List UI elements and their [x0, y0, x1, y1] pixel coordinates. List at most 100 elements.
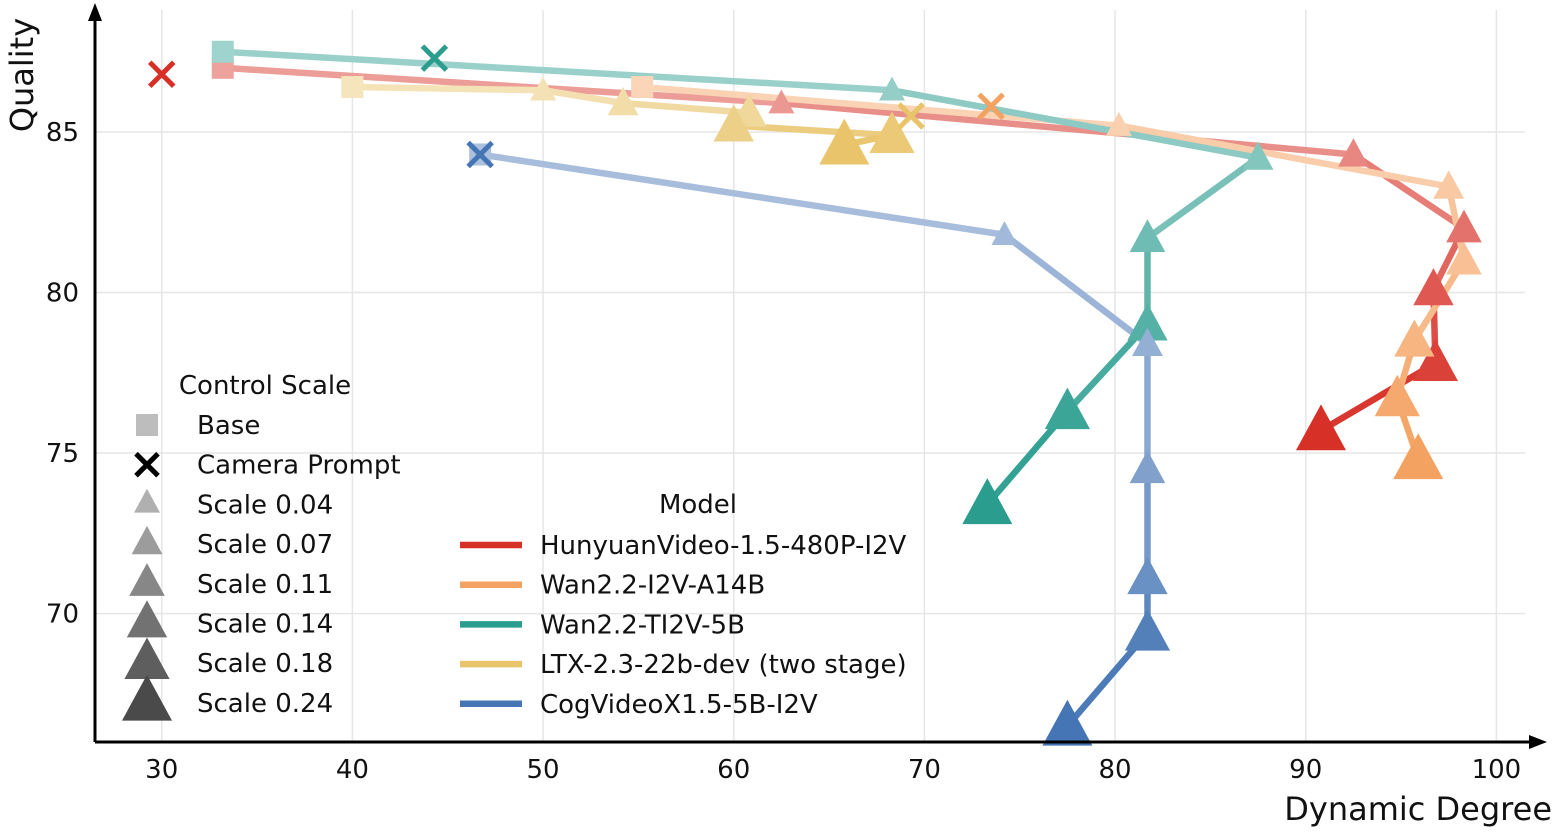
series-segment-2 — [219, 48, 896, 94]
series-0-triangle-marker — [1412, 339, 1458, 381]
marker-legend-label: Scale 0.14 — [197, 610, 333, 640]
series-0-triangle-marker — [1413, 268, 1454, 306]
x-tick-label: 30 — [145, 755, 178, 785]
series-3-triangle-marker — [713, 104, 754, 142]
marker-legend-label: Scale 0.18 — [197, 649, 333, 679]
legend-triangle-icon — [124, 637, 170, 679]
series-markers — [147, 40, 1482, 746]
marker-legend-label: Scale 0.07 — [197, 530, 333, 560]
series-2-triangle-marker — [962, 478, 1013, 525]
y-tick-label: 70 — [46, 600, 79, 630]
axes — [88, 3, 1547, 749]
series-segment-4 — [1001, 231, 1151, 348]
series-segment-0 — [778, 99, 1357, 158]
x-tick-label: 100 — [1472, 755, 1522, 785]
cross-stroke — [466, 140, 494, 169]
cross-stroke — [897, 102, 925, 130]
series-1-triangle-marker — [1105, 111, 1132, 136]
series-2-triangle-marker — [878, 76, 905, 101]
x-tick-label: 50 — [527, 755, 560, 785]
model-legend-title: Model — [659, 490, 737, 520]
legend-triangle-icon — [134, 488, 160, 513]
model-legend-label: Wan2.2-I2V-A14B — [540, 571, 765, 601]
marker-legend-label: Scale 0.04 — [197, 490, 333, 520]
marker-legend-title: Control Scale — [179, 371, 351, 401]
y-axis-arrow-icon — [88, 3, 102, 21]
series-4-triangle-marker — [1129, 450, 1166, 484]
series-0-triangle-marker — [1295, 404, 1346, 451]
series-segment-0 — [219, 64, 785, 107]
series-segment-0 — [1350, 151, 1468, 232]
y-axis-title: Quality — [3, 18, 41, 132]
series-0-triangle-marker — [1446, 209, 1482, 243]
series-4-triangle-marker — [1042, 699, 1093, 746]
model-legend-label: HunyuanVideo-1.5-480P-I2V — [540, 531, 907, 561]
legend-square-icon — [136, 414, 158, 436]
series-2-triangle-marker — [1242, 141, 1274, 170]
y-tick-label: 85 — [46, 118, 79, 148]
x-tick-label: 70 — [908, 755, 941, 785]
model-legend-label: Wan2.2-TI2V-5B — [540, 610, 745, 640]
x-tick-label: 80 — [1099, 755, 1132, 785]
legend-triangle-icon — [131, 525, 163, 555]
x-tick-label: 60 — [717, 755, 750, 785]
series-1-camera-prompt-marker — [977, 92, 1005, 121]
series-3-triangle-marker — [819, 118, 870, 165]
marker-legend-label: Scale 0.11 — [197, 570, 333, 600]
series-4-triangle-marker — [991, 221, 1018, 245]
model-legend-label: LTX-2.3-22b-dev (two stage) — [540, 650, 907, 680]
cross-stroke — [420, 44, 449, 72]
series-1-triangle-marker — [1374, 374, 1420, 417]
x-axis-title: Dynamic Degree — [1284, 790, 1552, 828]
series-0-triangle-marker — [768, 89, 795, 114]
series-4-triangle-marker — [1127, 557, 1168, 595]
series-1-triangle-marker — [1393, 433, 1444, 480]
series-segment-3 — [730, 122, 896, 139]
series-2-base-marker — [211, 40, 234, 63]
series-1-base-marker — [631, 76, 654, 99]
series-3-base-marker — [341, 76, 364, 99]
model-legend: Model HunyuanVideo-1.5-480P-I2V Wan2.2-I2… — [460, 490, 907, 720]
cross-stroke — [147, 60, 176, 88]
x-tick-label: 90 — [1289, 755, 1322, 785]
series-4-triangle-marker — [1132, 327, 1163, 357]
x-axis-arrow-icon — [1529, 735, 1547, 749]
y-tick-label: 80 — [46, 279, 79, 309]
x-tick-label: 40 — [336, 755, 369, 785]
marker-legend-label: Scale 0.24 — [197, 689, 333, 719]
cross-stroke — [134, 451, 160, 478]
series-3-triangle-marker — [869, 111, 915, 154]
series-3-camera-prompt-marker — [897, 102, 925, 130]
series-segment-1 — [1115, 122, 1452, 190]
legend-triangle-icon — [126, 600, 168, 638]
series-4-triangle-marker — [1124, 609, 1171, 651]
tick-labels: 30 40 50 60 70 80 90 100 70 75 80 85 — [46, 118, 1521, 785]
legend-triangle-icon — [129, 563, 165, 596]
series-0-triangle-marker — [1338, 138, 1369, 167]
y-tick-label: 75 — [46, 439, 79, 469]
series-segment-3 — [619, 99, 753, 116]
series-3-triangle-marker — [607, 86, 639, 116]
legend-triangle-icon — [122, 674, 172, 721]
series-2-triangle-marker — [1129, 219, 1166, 252]
series-3-triangle-marker — [530, 76, 557, 101]
series-segment-2 — [888, 87, 1262, 161]
marker-legend-label: Camera Prompt — [197, 451, 401, 481]
legend-cross-icon — [134, 451, 160, 478]
series-segment-3 — [539, 87, 627, 107]
series-segment-3 — [349, 83, 547, 94]
series-1-triangle-marker — [1433, 170, 1465, 199]
model-legend-label: CogVideoX1.5-5B-I2V — [540, 690, 818, 720]
series-segment-0 — [1317, 359, 1439, 434]
series-0-camera-prompt-marker — [147, 60, 176, 88]
series-1-triangle-marker — [1394, 319, 1435, 357]
series-2-camera-prompt-marker — [420, 44, 449, 72]
cross-stroke — [977, 92, 1005, 121]
marker-legend-label: Base — [197, 411, 260, 441]
series-2-triangle-marker — [1044, 387, 1090, 430]
series-segment-4 — [476, 151, 1008, 238]
series-1-triangle-marker — [1446, 241, 1482, 275]
series-segment-2 — [1144, 154, 1262, 242]
series-4-camera-prompt-marker — [466, 140, 494, 169]
